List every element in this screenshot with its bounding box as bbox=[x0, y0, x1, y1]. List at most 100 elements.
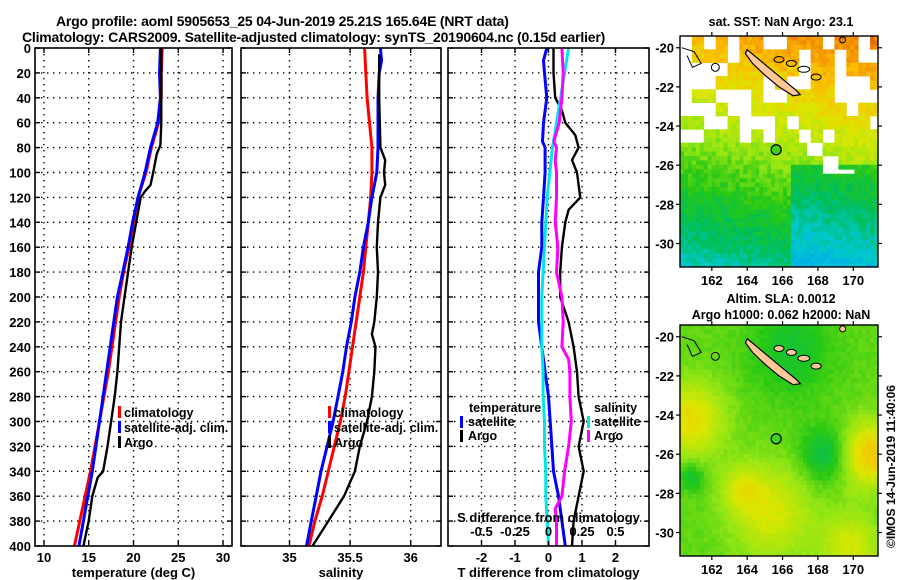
map-cell bbox=[755, 249, 760, 255]
map-cell bbox=[735, 129, 740, 135]
map-cell bbox=[731, 440, 736, 446]
map-cell bbox=[695, 342, 701, 348]
map-cell bbox=[854, 431, 859, 437]
map-cell bbox=[767, 520, 772, 526]
map-cell bbox=[719, 231, 724, 237]
map-cell bbox=[739, 191, 744, 197]
map-cell bbox=[680, 124, 685, 130]
map-cell bbox=[866, 155, 871, 161]
map-cell bbox=[751, 102, 756, 108]
sla-map: Altim. SLA: 0.0012 Argo h1000: 0.062 h20… bbox=[655, 292, 882, 577]
map-cell bbox=[870, 413, 875, 419]
map-cell bbox=[830, 396, 835, 401]
map-cell bbox=[798, 218, 804, 223]
map-cell bbox=[723, 155, 728, 161]
map-cell bbox=[687, 440, 693, 446]
xtick-label: 35.5 bbox=[337, 550, 362, 565]
map-cell bbox=[810, 516, 816, 521]
map-cell bbox=[691, 516, 697, 521]
map-cell bbox=[711, 529, 717, 535]
map-cell bbox=[767, 373, 772, 379]
map-cell bbox=[775, 160, 780, 166]
map-cell bbox=[779, 507, 784, 512]
map-cell bbox=[683, 342, 689, 348]
map-cell bbox=[763, 529, 768, 535]
map-cell bbox=[794, 93, 800, 99]
map-cell bbox=[751, 516, 756, 521]
map-cell bbox=[838, 427, 843, 433]
map-cell bbox=[719, 102, 724, 108]
map-cell bbox=[842, 178, 847, 183]
map-cell bbox=[683, 551, 689, 557]
map-cell bbox=[727, 529, 732, 535]
map-cell bbox=[846, 467, 851, 472]
map-cell bbox=[818, 93, 823, 99]
map-cell bbox=[743, 173, 748, 179]
map-cell bbox=[842, 44, 847, 50]
map-cell bbox=[699, 516, 705, 521]
map-cell bbox=[846, 329, 851, 335]
map-cell bbox=[810, 471, 816, 477]
map-cell bbox=[866, 507, 871, 512]
map-cell bbox=[747, 542, 752, 548]
map-cell bbox=[735, 373, 740, 379]
map-cell bbox=[874, 342, 879, 348]
map-cell bbox=[870, 356, 875, 361]
map-cell bbox=[818, 89, 823, 95]
map-cell bbox=[707, 498, 713, 504]
map-cell bbox=[751, 484, 756, 490]
map-cell bbox=[759, 382, 764, 388]
map-cell bbox=[846, 387, 851, 393]
map-cell bbox=[858, 111, 863, 117]
map-cell bbox=[782, 209, 788, 215]
map-cell bbox=[727, 449, 732, 455]
map-cell bbox=[810, 524, 816, 530]
map-cell bbox=[846, 440, 851, 446]
map-cell bbox=[830, 516, 835, 521]
map-cell bbox=[715, 551, 720, 557]
map-cell bbox=[759, 142, 764, 148]
map-cell bbox=[779, 444, 784, 450]
xtick-label: 0 bbox=[545, 550, 552, 565]
map-cell bbox=[782, 111, 788, 117]
map-cell bbox=[858, 138, 863, 144]
map-cell bbox=[743, 155, 748, 161]
map-cell bbox=[747, 213, 752, 219]
map-cell bbox=[775, 547, 780, 552]
map-cell bbox=[846, 213, 851, 219]
map-cell bbox=[707, 333, 713, 339]
map-cell bbox=[715, 516, 720, 521]
map-cell bbox=[755, 471, 760, 477]
map-cell bbox=[802, 253, 808, 259]
map-cell bbox=[806, 258, 812, 263]
map-cell bbox=[842, 484, 847, 490]
map-cell bbox=[771, 222, 776, 228]
map-cell bbox=[782, 262, 788, 268]
map-cell bbox=[854, 240, 859, 246]
map-cell bbox=[846, 133, 851, 139]
map-cell bbox=[719, 44, 724, 50]
series-climatology bbox=[307, 47, 374, 547]
map-cell bbox=[818, 542, 823, 548]
map-cell bbox=[699, 342, 705, 348]
map-cell bbox=[691, 53, 697, 59]
map-cell bbox=[735, 209, 740, 215]
map-cell bbox=[830, 222, 835, 228]
map-cell bbox=[719, 204, 724, 210]
map-cell bbox=[822, 476, 827, 481]
map-cell bbox=[834, 187, 839, 192]
map-cell bbox=[822, 142, 827, 148]
map-cell bbox=[683, 373, 689, 379]
map-cell bbox=[870, 453, 875, 459]
map-cell bbox=[786, 191, 792, 197]
map-cell bbox=[755, 40, 760, 46]
map-cell bbox=[735, 507, 740, 512]
map-cell bbox=[719, 356, 724, 361]
map-cell bbox=[695, 387, 701, 393]
map-cell bbox=[715, 218, 720, 223]
map-cell bbox=[814, 182, 819, 188]
map-cell bbox=[743, 40, 748, 46]
map-cell bbox=[814, 489, 819, 495]
map-cell bbox=[755, 253, 760, 259]
map-cell bbox=[779, 231, 784, 237]
